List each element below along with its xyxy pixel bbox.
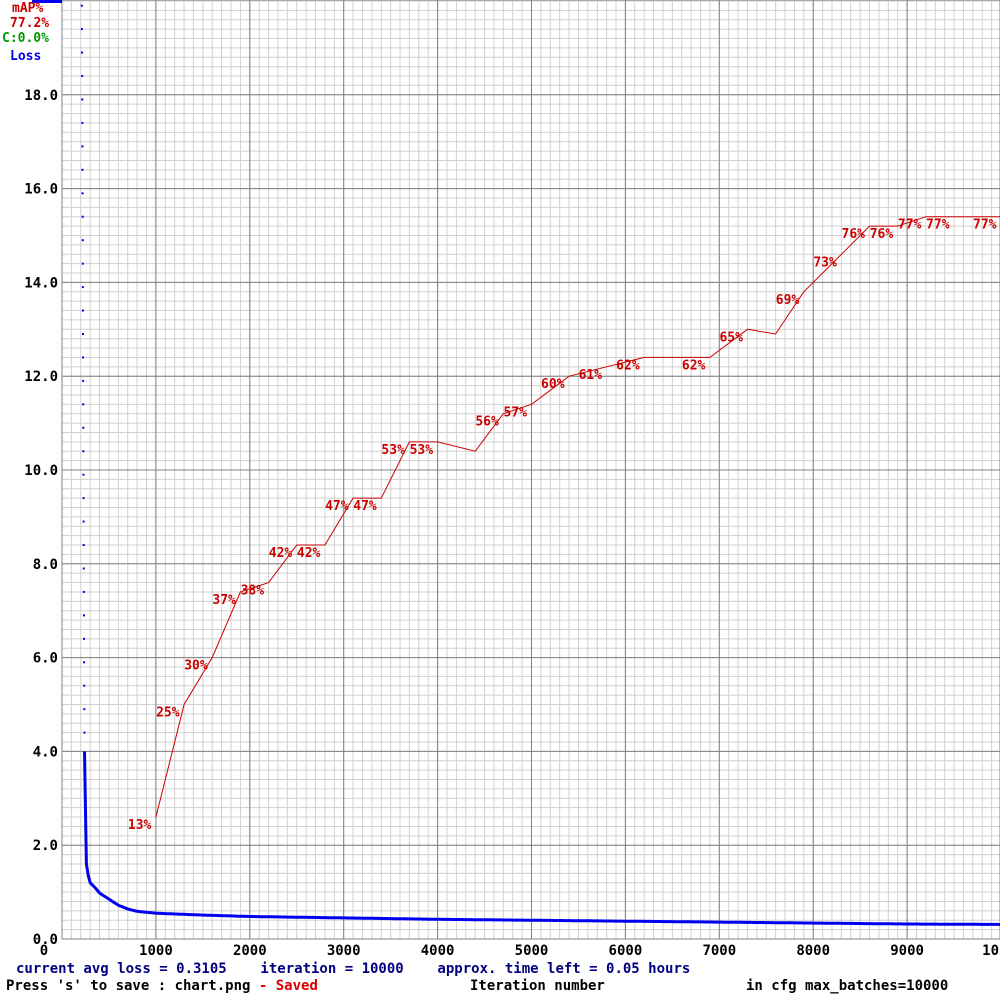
map-label: 65% (719, 330, 743, 345)
loss-point (82, 590, 85, 593)
map-label: 61% (579, 368, 603, 383)
map-label: 37% (212, 593, 236, 608)
y-tick-label: 8.0 (33, 557, 58, 573)
map-series-line (155, 216, 1000, 818)
loss-line (83, 751, 1000, 926)
x-tick-label: 3000 (327, 943, 361, 959)
map-label: 57% (504, 405, 528, 420)
y-tick-label: 14.0 (24, 275, 58, 291)
loss-point (83, 708, 86, 711)
map-label: 76% (842, 227, 866, 242)
map-label: 38% (241, 584, 265, 599)
loss-point (82, 497, 85, 500)
x-tick-label: 0 (40, 943, 48, 959)
loss-point (82, 520, 85, 523)
map-label: 77% (973, 218, 997, 233)
map-label: 25% (156, 706, 180, 721)
map-label: 76% (870, 227, 894, 242)
loss-point (81, 145, 84, 148)
y-tick-label: 16.0 (24, 182, 58, 198)
loss-point (80, 4, 83, 7)
legend-class-text: C:0.0% (2, 31, 49, 46)
x-tick-label: 2000 (233, 943, 267, 959)
loss-point (82, 426, 85, 429)
y-tick-label: 0.0 (33, 932, 58, 948)
map-label: 53% (410, 443, 434, 458)
y-tick-label: 12.0 (24, 369, 58, 385)
map-label: 47% (353, 499, 377, 514)
loss-point (81, 121, 84, 124)
legend-map-value: 77.2% (10, 16, 49, 31)
loss-point (82, 356, 85, 359)
loss-point (83, 731, 86, 734)
x-tick-label: 6000 (609, 943, 643, 959)
loss-point (81, 98, 84, 101)
save-hint-text: Press 's' to save : chart.png (6, 978, 250, 994)
loss-point (82, 450, 85, 453)
loss-point (82, 332, 85, 335)
x-tick-label: 7000 (702, 943, 736, 959)
loss-point (81, 239, 84, 242)
plot-frame (61, 0, 1000, 940)
loss-point (82, 403, 85, 406)
map-label: 77% (926, 218, 950, 233)
map-label: 13% (128, 818, 152, 833)
saved-label: - Saved (250, 978, 317, 994)
loss-point (81, 309, 84, 312)
loss-top-marker (32, 0, 62, 3)
loss-point (81, 192, 84, 195)
loss-point (81, 51, 84, 54)
x-axis-ticks: 0 1000 2000 3000 4000 5000 6000 7000 8000 9000 10 (40, 943, 999, 959)
y-axis-ticks: 0.0 2.0 4.0 6.0 8.0 10.0 12.0 14.0 16.0 18.0 (24, 88, 58, 948)
x-tick-label: 5000 (515, 943, 549, 959)
map-label: 42% (269, 546, 293, 561)
loss-point (83, 684, 86, 687)
loss-point (81, 168, 84, 171)
x-tick-label: 9000 (890, 943, 924, 959)
map-label: 56% (475, 415, 499, 430)
map-label: 62% (616, 358, 640, 373)
status-line: current avg loss = 0.3105 iteration = 10… (16, 961, 690, 977)
map-label: 42% (297, 546, 321, 561)
y-tick-label: 10.0 (24, 463, 58, 479)
x-tick-label: 1000 (139, 943, 173, 959)
map-label: 69% (776, 293, 800, 308)
legend-loss-title: Loss (10, 49, 41, 64)
max-batches-text: in cfg max_batches=10000 (746, 978, 948, 994)
loss-point (81, 262, 84, 265)
map-label: 47% (325, 499, 349, 514)
loss-point (81, 215, 84, 218)
loss-point (82, 567, 85, 570)
map-label: 73% (813, 255, 837, 270)
x-tick-label: 4000 (421, 943, 455, 959)
loss-point (82, 473, 85, 476)
legend-map-title: mAP% (12, 1, 43, 16)
x-tick-label: 8000 (796, 943, 830, 959)
map-data-labels: 13% 25% 30% 37% 38% 42% 42% 47% 47% 53% 53% 56% 57% 6… (128, 218, 997, 833)
map-label: 77% (898, 218, 922, 233)
loss-point (83, 637, 86, 640)
y-tick-label: 6.0 (33, 651, 58, 667)
loss-point (82, 544, 85, 547)
loss-point (83, 661, 86, 664)
map-label: 53% (381, 443, 405, 458)
map-label: 62% (682, 358, 706, 373)
loss-point (81, 286, 84, 289)
y-tick-label: 2.0 (33, 838, 58, 854)
x-tick-label: 10 (982, 943, 999, 959)
x-axis-label: Iteration number (470, 978, 605, 994)
major-grid (62, 0, 1000, 939)
y-tick-label: 4.0 (33, 744, 58, 760)
loss-point (82, 379, 85, 382)
save-hint: Press 's' to save : chart.png - Saved (6, 978, 318, 994)
y-tick-label: 18.0 (24, 88, 58, 104)
loss-point (80, 28, 83, 31)
map-label: 30% (184, 659, 208, 674)
map-label: 60% (541, 377, 565, 392)
loss-point (82, 614, 85, 617)
loss-series (32, 0, 1000, 926)
loss-point (81, 75, 84, 78)
